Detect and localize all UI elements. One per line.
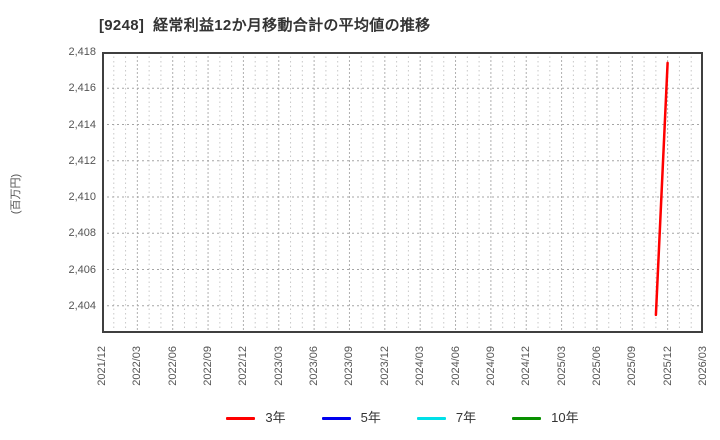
plot-border xyxy=(102,52,703,333)
x-tick-label: 2023/03 xyxy=(272,346,285,386)
x-tick-label: 2021/12 xyxy=(96,346,108,386)
x-tick-label: 2024/06 xyxy=(449,346,462,386)
y-tick-label: 2,406 xyxy=(68,263,96,276)
legend-line-swatch xyxy=(416,416,446,420)
legend-item-3年: 3年 xyxy=(226,410,286,426)
x-tick-label: 2025/06 xyxy=(590,346,603,386)
x-tick-label: 2026/03 xyxy=(697,346,709,386)
x-tick-label: 2022/09 xyxy=(202,346,215,386)
series-line-3年 xyxy=(654,61,669,317)
legend-line-swatch xyxy=(226,416,256,420)
legend: 3年 5年 7年 10年 xyxy=(102,407,703,429)
x-tick-label: 2023/12 xyxy=(378,346,391,386)
y-tick-label: 2,414 xyxy=(68,118,96,131)
x-tick-label: 2024/12 xyxy=(520,346,533,386)
legend-line-swatch xyxy=(321,416,351,420)
x-tick-label: 2023/06 xyxy=(308,346,321,386)
y-tick-label: 2,410 xyxy=(68,191,96,204)
legend-item-5年: 5年 xyxy=(321,410,381,426)
y-tick-label: 2,416 xyxy=(68,82,96,95)
legend-item-10年: 10年 xyxy=(512,410,579,426)
legend-line-swatch xyxy=(512,416,542,420)
x-tick-label: 2023/09 xyxy=(343,346,356,386)
legend-label: 7年 xyxy=(455,410,477,425)
y-tick-label: 2,404 xyxy=(68,299,96,312)
y-tick-label: 2,408 xyxy=(68,227,96,240)
chart-title: [9248] 経常利益12か月移動合計の平均値の推移 xyxy=(99,17,431,34)
x-tick-label: 2022/03 xyxy=(131,346,144,386)
y-axis-unit-label: (百万円) xyxy=(10,173,22,215)
y-tick-label: 2,418 xyxy=(68,46,96,58)
x-tick-label: 2024/03 xyxy=(414,346,427,386)
legend-label: 5年 xyxy=(360,410,381,425)
x-tick-label: 2025/09 xyxy=(626,346,639,386)
x-tick-label: 2022/12 xyxy=(237,346,250,386)
x-tick-label: 2024/09 xyxy=(484,346,497,386)
legend-item-7年: 7年 xyxy=(416,410,477,426)
x-tick-label: 2025/12 xyxy=(661,346,674,386)
x-tick-label: 2025/03 xyxy=(555,346,568,386)
plot-area xyxy=(102,52,703,333)
x-tick-label: 2022/06 xyxy=(166,346,179,386)
legend-label: 10年 xyxy=(551,410,579,425)
legend-label: 3年 xyxy=(265,410,286,425)
y-tick-label: 2,412 xyxy=(68,154,96,167)
